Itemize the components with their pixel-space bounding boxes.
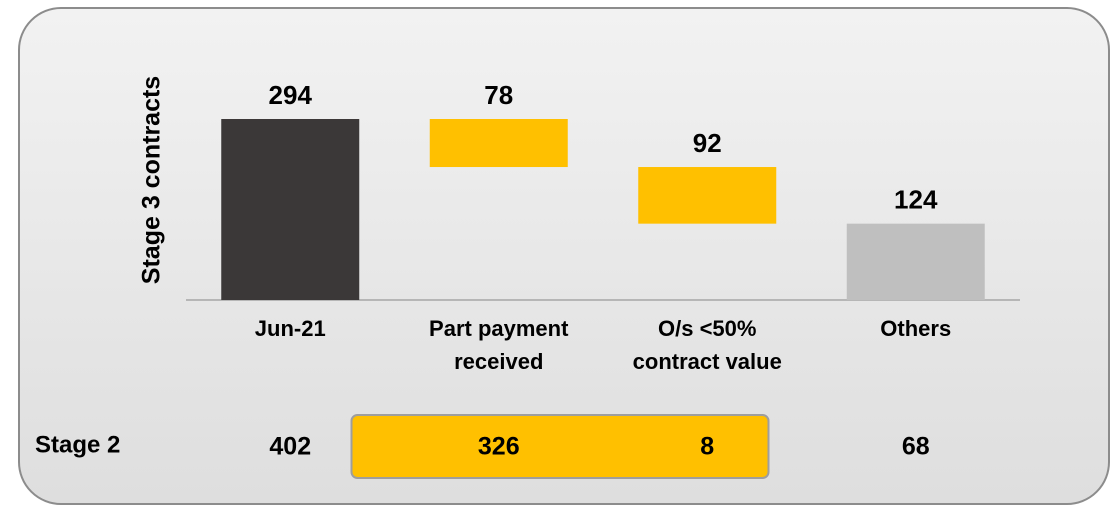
bar [221, 119, 360, 300]
x-tick-label: Others [880, 316, 951, 341]
x-tick-label: contract value [633, 349, 782, 374]
row-label: Stage 2 [35, 431, 120, 458]
bar [638, 167, 777, 224]
bar [429, 119, 568, 168]
data-label: 124 [894, 185, 938, 215]
data-label: 78 [484, 80, 513, 110]
y-axis-label: Stage 3 contracts [138, 76, 166, 284]
x-tick-label: received [454, 349, 543, 374]
data-label: 294 [269, 80, 313, 110]
row-value: 8 [700, 433, 714, 461]
row-value: 326 [478, 433, 520, 461]
row-value: 402 [269, 433, 311, 461]
data-label: 92 [693, 128, 722, 158]
x-tick-label: Jun-21 [255, 316, 326, 341]
highlight-box [350, 414, 770, 479]
row-value: 68 [902, 433, 930, 461]
bar [846, 223, 985, 300]
x-tick-label: O/s <50% [658, 316, 756, 341]
x-tick-label: Part payment [429, 316, 569, 341]
